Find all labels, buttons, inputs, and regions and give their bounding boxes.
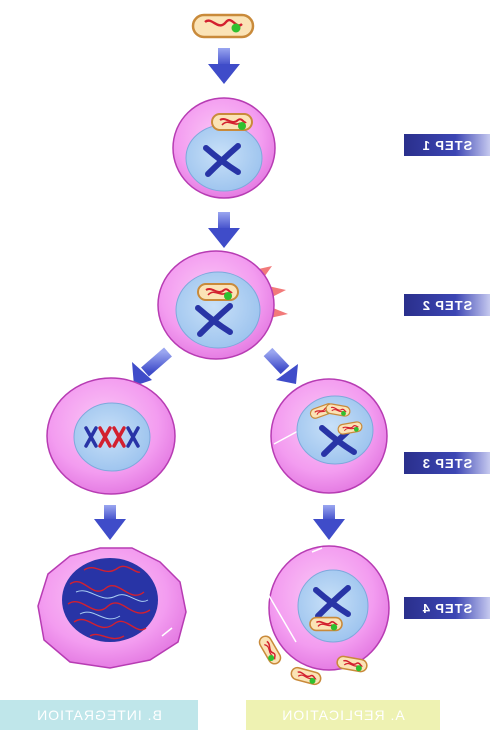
cell-step1 [172,97,276,199]
step-1-label: STEP 1 [404,134,490,156]
step-2-label: STEP 2 [404,294,490,316]
integration-pathway-label: B. INTEGRATION [0,700,198,730]
cell-step3-replication [270,378,388,494]
cell-step3-integration [46,377,176,495]
arrow-top-to-step1 [208,48,240,84]
arrow-step2-to-replication [263,347,298,384]
bacterium-entry [191,13,255,39]
arrow-integration-step3-to-step4 [94,505,126,540]
replication-pathway-label: A. REPLICATION [246,700,440,730]
step-3-label: STEP 3 [404,452,490,474]
cell-step4-integration [37,547,187,669]
arrow-step1-to-step2 [208,212,240,248]
arrow-step2-to-integration [132,347,172,386]
step-4-label: STEP 4 [404,597,490,619]
cell-step2 [157,250,288,360]
arrow-replication-step3-to-step4 [313,505,345,540]
cell-step4-replication [256,545,390,687]
